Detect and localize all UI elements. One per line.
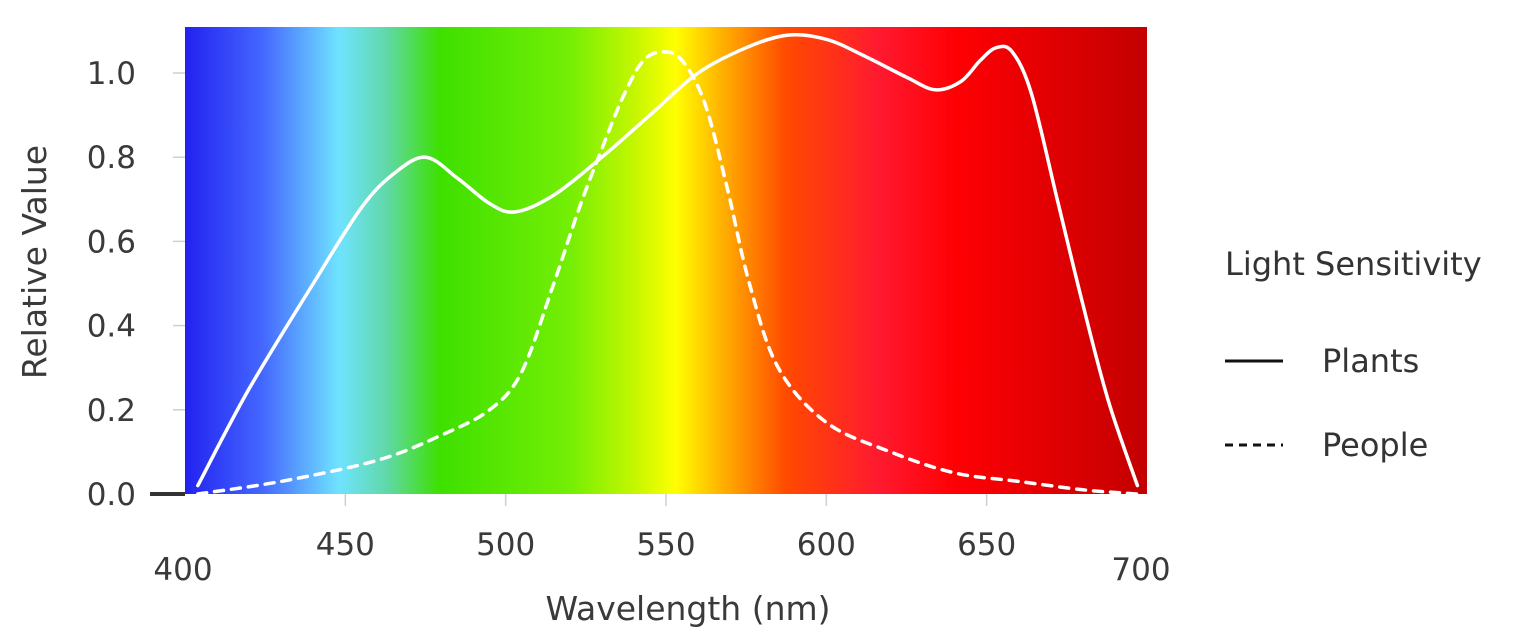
x-tick-label: 400 bbox=[153, 552, 212, 588]
x-axis: 400 450 500 550 600 650 700 bbox=[153, 494, 1171, 588]
y-tick-label: 0.6 bbox=[87, 224, 136, 260]
y-axis: 0.0 0.2 0.4 0.6 0.8 1.0 bbox=[87, 56, 185, 513]
x-tick-label: 600 bbox=[797, 527, 856, 563]
legend-title: Light Sensitivity bbox=[1225, 245, 1482, 283]
x-axis-title-unit: (nm) bbox=[752, 589, 831, 628]
legend-label-plants: Plants bbox=[1322, 342, 1419, 380]
x-axis-title-main: Wavelength bbox=[545, 589, 741, 628]
legend: Light Sensitivity Plants People bbox=[1225, 245, 1482, 464]
y-axis-title: Relative Value bbox=[15, 145, 54, 379]
x-tick-label: 700 bbox=[1111, 552, 1170, 588]
x-tick-label: 450 bbox=[316, 527, 375, 563]
x-tick-label: 650 bbox=[957, 527, 1016, 563]
y-tick-label: 1.0 bbox=[87, 56, 136, 92]
y-tick-label: 0.4 bbox=[87, 309, 136, 345]
x-tick-label: 500 bbox=[476, 527, 535, 563]
x-axis-title: Wavelength (nm) bbox=[545, 589, 830, 628]
y-tick-label: 0.2 bbox=[87, 393, 136, 429]
legend-label-people: People bbox=[1322, 426, 1428, 464]
plot-background bbox=[185, 27, 1147, 494]
y-tick-label: 0.0 bbox=[87, 477, 136, 513]
series-layer bbox=[196, 32, 1140, 496]
y-tick-label: 0.8 bbox=[87, 140, 136, 176]
series-line-people bbox=[196, 50, 1140, 496]
x-tick-label: 550 bbox=[636, 527, 695, 563]
series-line-plants bbox=[196, 32, 1140, 488]
